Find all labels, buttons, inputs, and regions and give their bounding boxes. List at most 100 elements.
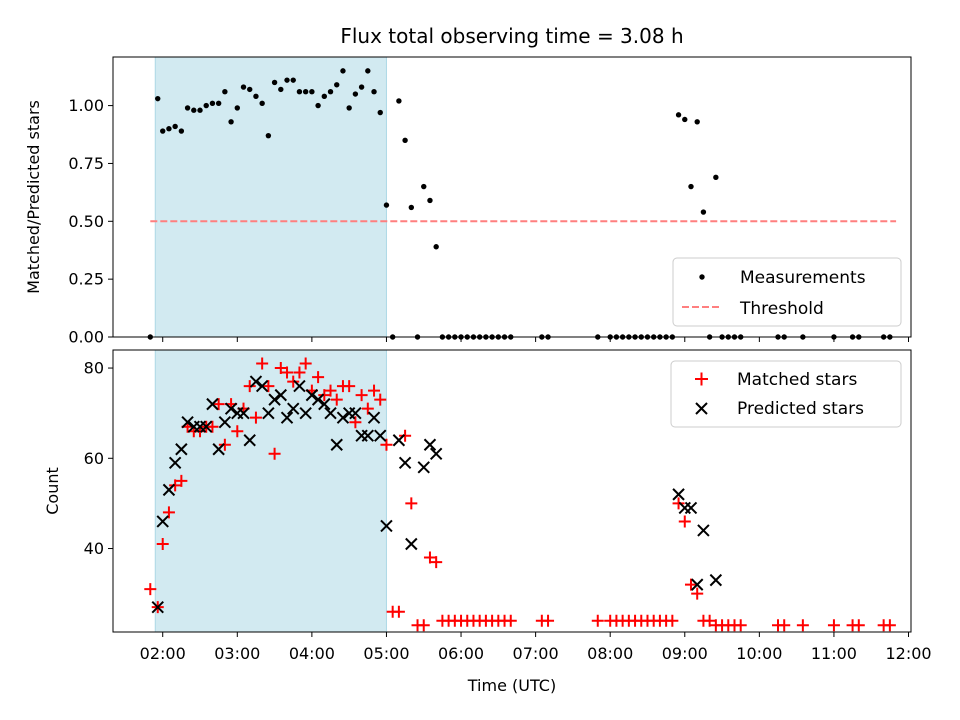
- matched-star-point: [399, 429, 412, 442]
- predicted-star-point: [672, 488, 685, 501]
- matched-star-point: [287, 375, 300, 388]
- matched-star-point: [778, 619, 791, 632]
- x-tick-label: 02:00: [140, 644, 186, 663]
- matched-star-point: [169, 479, 182, 492]
- matched-star-point: [218, 438, 231, 451]
- measurement-point: [402, 137, 408, 144]
- x-tick-label: 06:00: [438, 644, 484, 663]
- measurement-point: [408, 204, 415, 211]
- predicted-star-point: [255, 379, 269, 393]
- predicted-star-point: [330, 438, 343, 451]
- measurement-point: [215, 100, 222, 106]
- matched-star-point: [504, 614, 517, 627]
- bottom-y-ticks: 40 60 80: [84, 359, 113, 558]
- predicted-star-point: [311, 393, 325, 406]
- measurement-point: [346, 105, 352, 111]
- predicted-star-point: [206, 397, 219, 411]
- x-tick-label: 12:00: [885, 644, 931, 663]
- measurement-point: [358, 84, 365, 90]
- y-tick-label: 0.00: [68, 328, 104, 347]
- matched-star-point: [249, 411, 262, 424]
- measurement-point: [688, 183, 694, 190]
- predicted-star-point: [200, 420, 213, 433]
- measurement-point: [713, 174, 719, 181]
- measurement-point: [155, 95, 161, 102]
- matched-star-point: [666, 614, 679, 627]
- measurement-point: [682, 116, 688, 123]
- predicted-star-point: [318, 397, 331, 411]
- measurement-point: [396, 98, 402, 104]
- measurement-point: [259, 100, 265, 106]
- matched-star-point: [678, 515, 691, 528]
- matched-star-point: [212, 398, 225, 411]
- matched-star-point: [262, 380, 275, 393]
- predicted-star-point: [274, 388, 288, 402]
- matched-star-point: [293, 366, 306, 379]
- top-x-ticks: [162, 337, 910, 342]
- matched-star-point: [318, 389, 331, 402]
- predicted-star-point: [361, 429, 375, 442]
- legend-predicted-label: Predicted stars: [737, 399, 864, 419]
- matched-star-point: [672, 497, 685, 510]
- matched-star-point: [684, 578, 697, 591]
- measurement-point: [302, 89, 309, 95]
- measurement-point: [296, 89, 303, 95]
- legend-measurements-label: Measurements: [740, 268, 866, 288]
- measurement-point: [383, 202, 390, 208]
- matched-star-point: [312, 371, 325, 384]
- predicted-star-point: [374, 429, 387, 442]
- measurement-point: [340, 68, 346, 74]
- predicted-star-point: [697, 524, 710, 537]
- matched-star-point: [268, 447, 281, 460]
- predicted-star-point: [212, 443, 225, 456]
- measurement-point: [290, 77, 296, 83]
- predicted-star-point: [168, 456, 182, 470]
- measurement-point: [327, 89, 334, 95]
- predicted-star-point: [417, 461, 430, 474]
- matched-star-point: [423, 551, 436, 564]
- predicted-star-point: [162, 483, 176, 497]
- predicted-star-point: [305, 388, 319, 402]
- top-shaded-region: [154, 56, 387, 338]
- measurement-point: [209, 100, 216, 106]
- x-tick-label: 03:00: [214, 644, 260, 663]
- bottom-y-axis-label: Count: [43, 467, 62, 515]
- predicted-star-point: [684, 501, 698, 515]
- matched-star-point: [691, 587, 704, 600]
- predicted-star-point: [151, 600, 164, 614]
- predicted-star-points: [151, 375, 723, 614]
- matched-star-point: [591, 614, 604, 627]
- top-y-axis-label: Matched/Predicted stars: [24, 100, 43, 294]
- measurement-point: [160, 128, 166, 134]
- legend-matched-label: Matched stars: [737, 370, 857, 390]
- predicted-star-point: [405, 537, 418, 551]
- measurement-point: [675, 112, 682, 118]
- predicted-star-point: [237, 406, 250, 420]
- measurement-point: [203, 102, 209, 109]
- measurement-point: [253, 93, 259, 100]
- measurement-point: [197, 107, 203, 113]
- y-tick-label: 0.25: [68, 270, 104, 289]
- matched-star-point: [430, 556, 443, 569]
- predicted-star-point: [293, 379, 306, 393]
- predicted-star-point: [243, 434, 256, 447]
- predicted-star-point: [324, 406, 337, 420]
- matched-star-point: [256, 357, 269, 370]
- matched-star-point: [703, 614, 716, 627]
- measurement-point: [172, 123, 178, 130]
- predicted-star-point: [249, 375, 263, 388]
- predicted-star-point: [181, 415, 194, 429]
- x-axis-label: Time (UTC): [467, 676, 556, 695]
- x-tick-label: 11:00: [811, 644, 857, 663]
- measurement-point: [247, 86, 253, 93]
- matched-star-point: [374, 393, 387, 406]
- predicted-star-point: [690, 578, 704, 591]
- measurement-point: [271, 79, 278, 86]
- measurement-point: [222, 89, 228, 95]
- predicted-star-point: [287, 402, 300, 415]
- y-tick-label: 60: [84, 449, 104, 468]
- predicted-star-point: [367, 411, 381, 424]
- matched-star-point: [156, 538, 169, 551]
- bottom-panel: 40 60 80 02:00 03:00 04:00 05:00 06:00 07:00 08:…: [43, 349, 932, 663]
- y-tick-label: 0.50: [68, 212, 104, 231]
